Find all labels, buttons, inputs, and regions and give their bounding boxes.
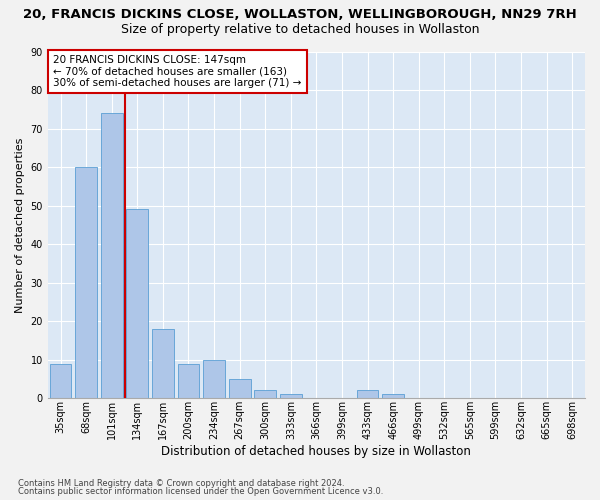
Bar bbox=[50, 364, 71, 398]
Text: 20, FRANCIS DICKINS CLOSE, WOLLASTON, WELLINGBOROUGH, NN29 7RH: 20, FRANCIS DICKINS CLOSE, WOLLASTON, WE… bbox=[23, 8, 577, 20]
Y-axis label: Number of detached properties: Number of detached properties bbox=[15, 137, 25, 312]
Bar bbox=[101, 113, 122, 398]
Text: Size of property relative to detached houses in Wollaston: Size of property relative to detached ho… bbox=[121, 22, 479, 36]
Text: 20 FRANCIS DICKINS CLOSE: 147sqm
← 70% of detached houses are smaller (163)
30% : 20 FRANCIS DICKINS CLOSE: 147sqm ← 70% o… bbox=[53, 55, 302, 88]
Bar bbox=[75, 167, 97, 398]
Bar bbox=[356, 390, 379, 398]
Bar bbox=[382, 394, 404, 398]
Bar bbox=[178, 364, 199, 398]
Text: Contains public sector information licensed under the Open Government Licence v3: Contains public sector information licen… bbox=[18, 487, 383, 496]
Bar bbox=[203, 360, 225, 398]
Bar bbox=[254, 390, 276, 398]
Text: Contains HM Land Registry data © Crown copyright and database right 2024.: Contains HM Land Registry data © Crown c… bbox=[18, 478, 344, 488]
Bar bbox=[229, 379, 251, 398]
Bar bbox=[127, 210, 148, 398]
Bar bbox=[280, 394, 302, 398]
X-axis label: Distribution of detached houses by size in Wollaston: Distribution of detached houses by size … bbox=[161, 444, 472, 458]
Bar bbox=[152, 329, 174, 398]
